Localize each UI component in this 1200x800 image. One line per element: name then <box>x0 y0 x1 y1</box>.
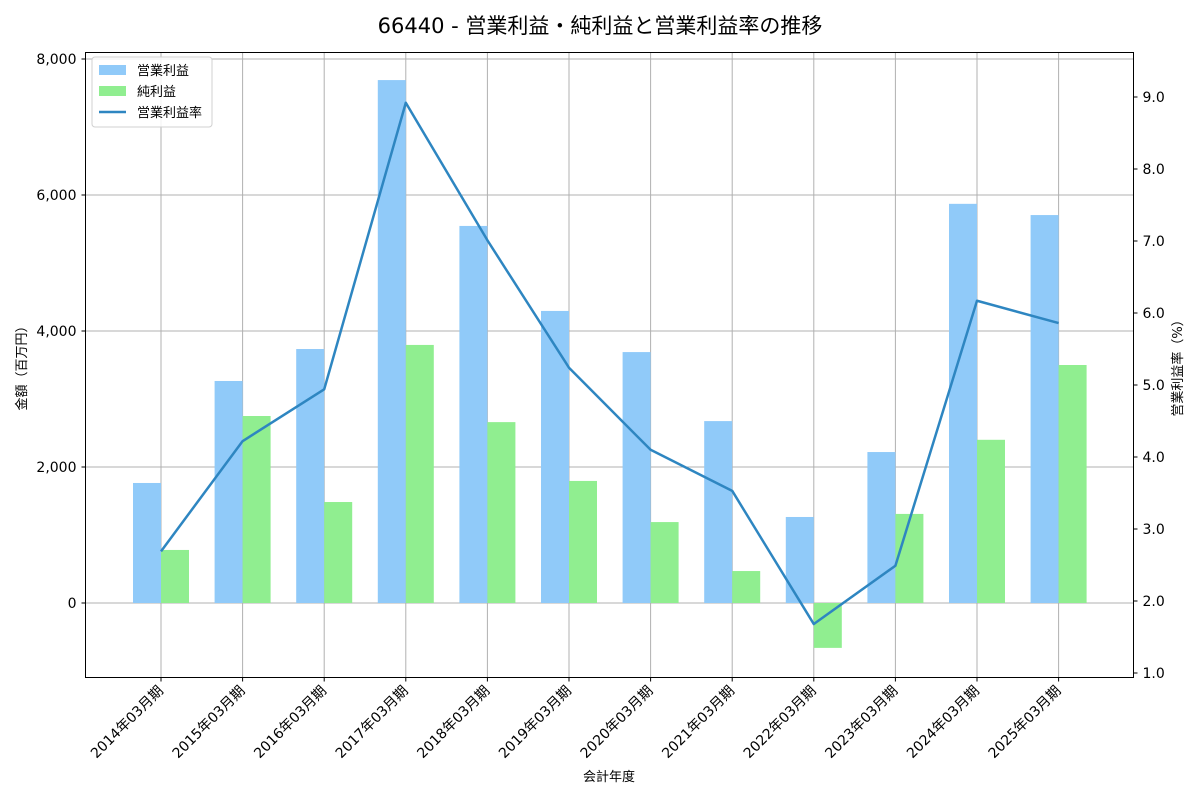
y2-tick-label: 8.0 <box>1143 162 1165 178</box>
y-tick-label: 0 <box>68 596 77 612</box>
operating-margin-polyline <box>159 101 1059 626</box>
bar-operating-profit <box>949 203 977 603</box>
y2-tick-label: 4.0 <box>1143 450 1165 466</box>
y2-axis-label: 営業利益率（%） <box>1170 313 1186 416</box>
legend-swatch-net-profit <box>99 86 126 96</box>
operating-margin-line <box>159 101 1059 626</box>
bar-operating-profit <box>214 380 243 603</box>
x-tick-label: 2014年03月期 <box>88 683 167 762</box>
x-tick-label: 2024年03月期 <box>904 683 983 762</box>
y-tick-label: 2,000 <box>36 460 76 476</box>
bar-net-profit <box>813 603 842 648</box>
bar-net-profit <box>161 549 189 603</box>
bar-net-profit <box>977 439 1005 603</box>
bar-net-profit <box>242 416 271 603</box>
y-tick-label: 8,000 <box>36 52 76 68</box>
y-tick-label: 4,000 <box>36 324 76 340</box>
y2-tick-label: 3.0 <box>1143 522 1165 538</box>
bar-net-profit <box>324 502 353 603</box>
legend-label-operating-profit: 営業利益 <box>137 63 189 79</box>
chart-title: 66440 - 営業利益・純利益と営業利益率の推移 <box>377 14 823 38</box>
bar-net-profit <box>487 422 516 603</box>
legend-swatch-operating-profit <box>99 65 126 75</box>
y2-tick-label: 6.0 <box>1143 306 1165 322</box>
x-tick-label: 2015年03月期 <box>170 683 249 762</box>
x-tick-label: 2020年03月期 <box>578 683 657 762</box>
bar-operating-profit <box>459 225 488 603</box>
y2-tick-label: 5.0 <box>1143 378 1165 394</box>
left-axis-ticks: 0 2,000 4,000 6,000 8,000 <box>36 52 86 612</box>
x-axis-label: 会計年度 <box>583 769 635 785</box>
y2-tick-label: 7.0 <box>1143 234 1165 250</box>
right-axis-ticks: 1.0 2.0 3.0 4.0 5.0 6.0 7.0 8.0 9.0 <box>1133 90 1165 682</box>
bar-operating-profit <box>1030 215 1059 603</box>
x-tick-label: 2019年03月期 <box>496 683 575 762</box>
x-tick-label: 2025年03月期 <box>986 683 1065 762</box>
bar-operating-profit <box>541 310 569 603</box>
bar-net-profit <box>895 513 924 603</box>
y2-tick-label: 1.0 <box>1143 666 1165 682</box>
y2-tick-label: 2.0 <box>1143 594 1165 610</box>
bar-operating-profit <box>133 482 161 603</box>
bars <box>133 80 1087 648</box>
legend: 営業利益 純利益 営業利益率 <box>91 56 213 128</box>
bar-net-profit <box>405 344 434 603</box>
bar-net-profit <box>1058 365 1087 603</box>
x-tick-label: 2017年03月期 <box>333 683 412 762</box>
legend-label-net-profit: 純利益 <box>137 85 176 100</box>
bar-operating-profit <box>296 349 325 603</box>
y-tick-label: 6,000 <box>36 188 76 204</box>
bar-net-profit <box>650 522 679 603</box>
bar-operating-profit <box>377 80 406 603</box>
y-axis-label: 金額（百万円） <box>14 319 30 410</box>
x-tick-label: 2022年03月期 <box>741 683 820 762</box>
x-tick-label: 2021年03月期 <box>659 683 738 762</box>
x-tick-label: 2016年03月期 <box>251 683 330 762</box>
bar-net-profit <box>569 480 597 603</box>
bar-operating-profit <box>785 516 814 603</box>
plot-frame <box>85 52 1134 678</box>
bar-operating-profit <box>867 452 896 603</box>
y2-tick-label: 9.0 <box>1143 90 1165 106</box>
bar-operating-profit <box>704 421 733 603</box>
x-tick-label: 2018年03月期 <box>414 683 493 762</box>
x-axis-ticks: 2014年03月期 2015年03月期 2016年03月期 2017年03月期 2018… <box>88 677 1065 762</box>
legend-label-operating-margin: 営業利益率 <box>137 105 202 121</box>
bar-operating-profit <box>622 352 651 603</box>
x-tick-label: 2023年03月期 <box>822 683 901 762</box>
bar-net-profit <box>732 571 761 603</box>
